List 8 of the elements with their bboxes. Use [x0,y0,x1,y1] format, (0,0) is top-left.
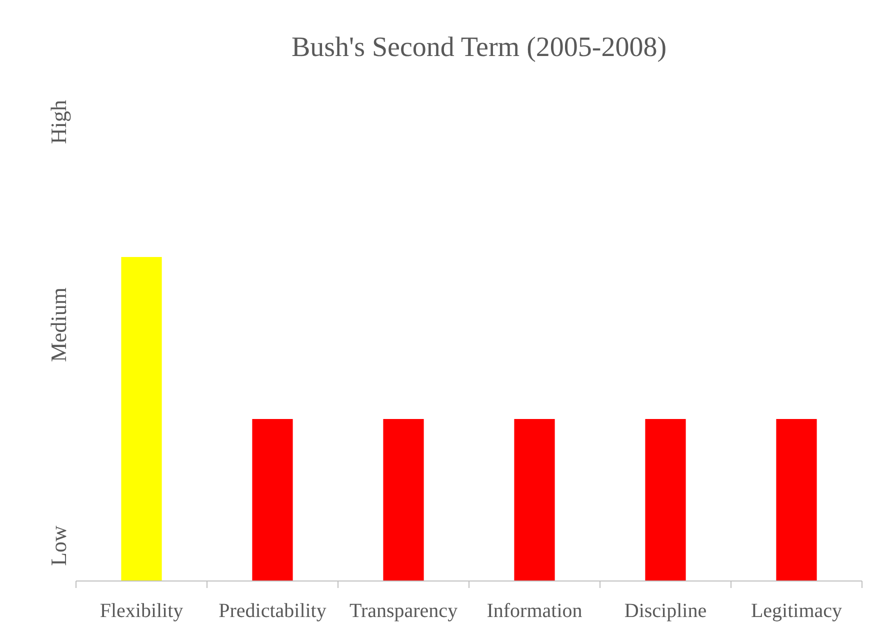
chart-title: Bush's Second Term (2005-2008) [291,32,667,63]
x-tick-label: Information [486,600,582,622]
x-tick-label: Transparency [349,600,458,622]
x-tick-label: Predictability [218,600,326,622]
text: Low Medium High [46,100,71,566]
x-tick-label: Discipline [624,600,707,622]
x-tick-label: Legitimacy [750,600,842,622]
x-tick-label: Flexibility [100,600,184,622]
